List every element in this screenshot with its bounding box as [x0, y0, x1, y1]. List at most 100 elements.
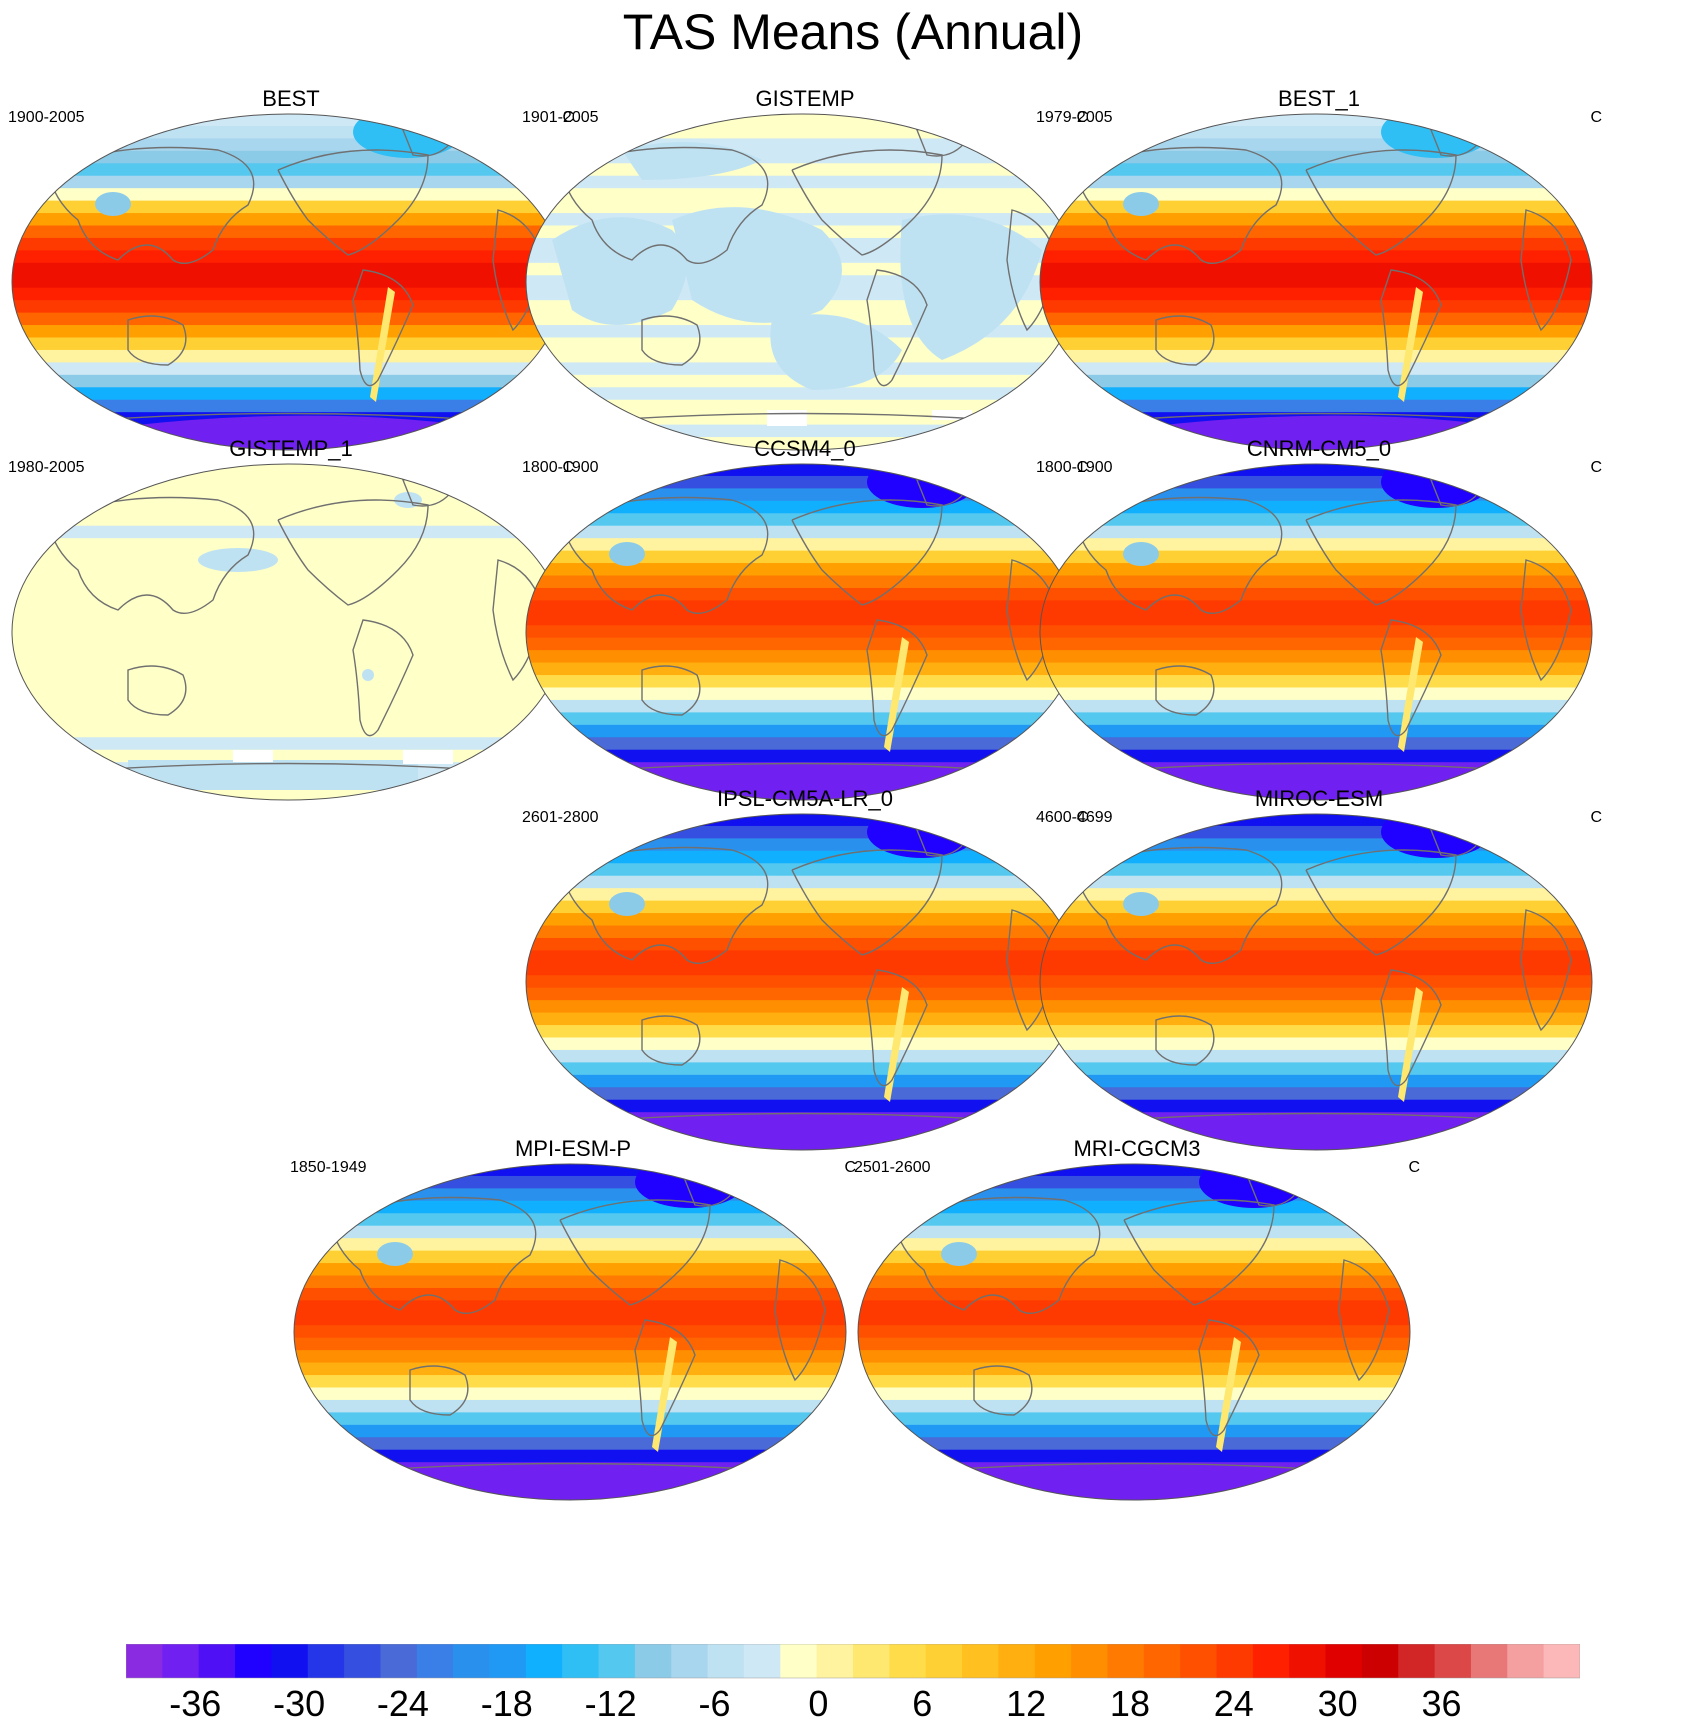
latitude-band [12, 225, 564, 239]
latitude-band [1040, 563, 1592, 577]
latitude-band [12, 563, 564, 577]
latitude-band [1040, 387, 1592, 401]
map-panel-best: BEST 1900-2005 C [8, 86, 574, 466]
coastline [1075, 846, 1283, 964]
colorbar-bin [525, 1644, 563, 1678]
panel-period: 1980-2005 [8, 459, 85, 476]
latitude-band [1040, 850, 1592, 865]
panel-period: 2601-2800 [522, 809, 599, 826]
anomaly-patch [770, 314, 902, 390]
latitude-band [526, 925, 1078, 939]
colorbar-bin [1434, 1644, 1472, 1678]
latitude-band [1040, 1087, 1592, 1101]
latitude-band [12, 213, 564, 227]
latitude-band [1040, 737, 1592, 751]
panel-units: C [1076, 459, 1088, 476]
panel-title: CNRM-CM5_0 [1246, 436, 1392, 461]
panel-period: 1979-2005 [1036, 109, 1113, 126]
latitude-band [1040, 488, 1592, 502]
coastline [581, 762, 1023, 773]
panel-title: CCSM4_0 [754, 436, 856, 461]
latitude-band [12, 325, 564, 339]
latitude-band [526, 464, 1078, 477]
latitude-band [526, 850, 1078, 865]
panel-title: GISTEMP_1 [229, 436, 353, 461]
latitude-band [294, 1225, 846, 1240]
colorbar-bin [1107, 1644, 1145, 1678]
latitude-band [526, 913, 1078, 927]
panel-title: GISTEMP [755, 86, 855, 111]
temperature-field [12, 464, 564, 800]
missing-data-patch [932, 410, 972, 420]
coastline [1198, 1319, 1260, 1437]
andes-cold-strip [1216, 1337, 1241, 1452]
latitude-band [526, 875, 1078, 890]
latitude-band [294, 1387, 846, 1401]
latitude-band [12, 312, 564, 327]
colorbar-bin [1252, 1644, 1290, 1678]
panel-period: 1901-2005 [522, 109, 599, 126]
latitude-band [526, 1000, 1078, 1014]
latitude-band [526, 125, 1078, 140]
latitude-band [294, 1399, 846, 1414]
map-svg [857, 1163, 1411, 1501]
colorbar-tick-label: 6 [912, 1683, 932, 1724]
latitude-band [526, 838, 1078, 852]
colorbar-bin [598, 1644, 636, 1678]
coastline [67, 762, 509, 773]
coastline [913, 1462, 1355, 1473]
latitude-band [12, 250, 564, 264]
latitude-band [1040, 662, 1592, 677]
coastline [581, 1112, 1023, 1123]
latitude-band [858, 1287, 1410, 1302]
latitude-band [1040, 374, 1592, 389]
map-svg [1039, 463, 1593, 801]
tibet-cold-region [377, 1242, 413, 1266]
latitude-band [526, 114, 1078, 127]
coastline [1520, 209, 1572, 332]
latitude-band [12, 650, 564, 664]
map-panel-mri-cgcm3: MRI-CGCM3 2501-2600 C [854, 1136, 1420, 1516]
latitude-band [12, 125, 564, 140]
panel-period: 4600-4699 [1036, 809, 1113, 826]
coastline [1095, 1112, 1537, 1123]
latitude-band [858, 1325, 1410, 1339]
latitude-band [12, 488, 564, 502]
map-svg [525, 813, 1079, 1151]
latitude-band [12, 262, 564, 277]
colorbar-bin [707, 1644, 745, 1678]
latitude-band [294, 1312, 846, 1327]
latitude-band [858, 1275, 1410, 1289]
coastline [1380, 269, 1442, 387]
colorbar-tick-label: -12 [585, 1683, 637, 1724]
latitude-band [1040, 637, 1592, 652]
panel-title: MPI-ESM-P [514, 1136, 632, 1161]
coastline [791, 849, 943, 956]
latitude-band [858, 1175, 1410, 1190]
latitude-band [858, 1238, 1410, 1252]
coastline [1155, 315, 1215, 366]
latitude-band [858, 1350, 1410, 1364]
latitude-band [526, 200, 1078, 215]
latitude-band [858, 1200, 1410, 1215]
latitude-band [12, 464, 564, 477]
colorbar-tick-label: 30 [1318, 1683, 1358, 1724]
colorbar: -36 -30 -24 -18 -12 -6 0 6 12 18 24 30 36 [126, 1644, 1580, 1724]
latitude-band [858, 1375, 1410, 1389]
latitude-band [12, 287, 564, 302]
colorbar-bin [634, 1644, 672, 1678]
map-svg [11, 463, 565, 801]
latitude-band [294, 1263, 846, 1277]
latitude-band [1040, 225, 1592, 239]
latitude-band [12, 200, 564, 215]
latitude-band [1040, 1000, 1592, 1014]
coastline [329, 1196, 537, 1314]
map-svg [1039, 113, 1593, 451]
latitude-band [1040, 625, 1592, 639]
missing-data-patch [233, 750, 273, 762]
map-panel-gistemp-1: GISTEMP_1 1980-2005 C [8, 436, 574, 816]
latitude-band [1040, 550, 1592, 565]
panel-units: C [562, 459, 574, 476]
latitude-band [526, 525, 1078, 540]
latitude-band [294, 1437, 846, 1451]
